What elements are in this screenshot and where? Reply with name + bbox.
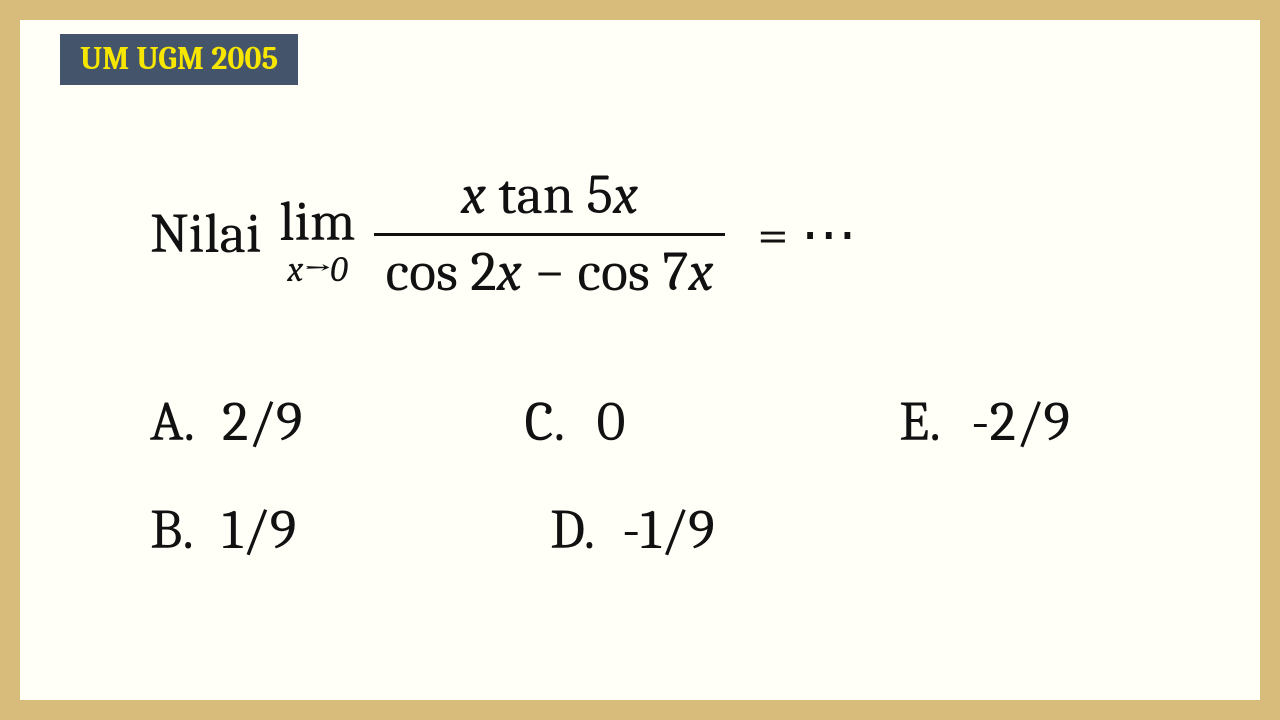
den-part1: cos 2 <box>386 240 497 304</box>
option-e: E. -2/9 <box>899 390 1180 454</box>
option-b-letter: B. <box>150 498 204 562</box>
limit-bottom: x→0 <box>287 252 347 288</box>
limit-block: lim x→0 <box>279 194 355 288</box>
option-a-letter: A. <box>150 390 204 454</box>
den-var1: x <box>497 240 522 304</box>
option-b: B. 1/9 <box>150 498 550 562</box>
num-fn: tan 5 <box>486 163 613 227</box>
options-row-2: B. 1/9 D. -1/9 <box>150 498 1180 562</box>
option-a-value: 2/9 <box>222 390 303 454</box>
limit-top: lim <box>279 194 355 250</box>
option-d-value: -1/9 <box>622 498 715 562</box>
option-d-letter: D. <box>550 498 604 562</box>
question-expression: Nilai lim x→0 x tan 5x cos 2x − cos 7x =… <box>150 165 1180 303</box>
answer-options: A. 2/9 C. 0 E. -2/9 B. 1/9 D. -1/9 <box>150 390 1180 606</box>
badge-text: UM UGM 2005 <box>80 40 278 77</box>
option-d: D. -1/9 <box>550 498 950 562</box>
denominator: cos 2x − cos 7x <box>374 236 726 304</box>
option-c: C. 0 <box>525 390 900 454</box>
option-e-value: -2/9 <box>971 390 1070 454</box>
option-c-letter: C. <box>525 390 579 454</box>
numerator: x tan 5x <box>449 165 650 233</box>
den-var2: x <box>688 240 713 304</box>
page-inner: UM UGM 2005 Nilai lim x→0 x tan 5x cos 2… <box>20 20 1260 700</box>
num-var2: x <box>613 163 638 227</box>
num-var1: x <box>461 163 486 227</box>
options-row-1: A. 2/9 C. 0 E. -2/9 <box>150 390 1180 454</box>
question-prefix: Nilai <box>150 202 261 266</box>
fraction: x tan 5x cos 2x − cos 7x <box>374 165 726 303</box>
den-part2: − cos 7 <box>522 240 689 304</box>
option-b-value: 1/9 <box>222 498 296 562</box>
option-c-value: 0 <box>597 390 626 454</box>
option-a: A. 2/9 <box>150 390 525 454</box>
option-e-letter: E. <box>899 390 953 454</box>
source-badge: UM UGM 2005 <box>60 34 298 85</box>
equals-dots: = ⋯ <box>757 202 856 267</box>
limit-arrow: →0 <box>303 249 347 290</box>
limit-var: x <box>287 249 303 290</box>
